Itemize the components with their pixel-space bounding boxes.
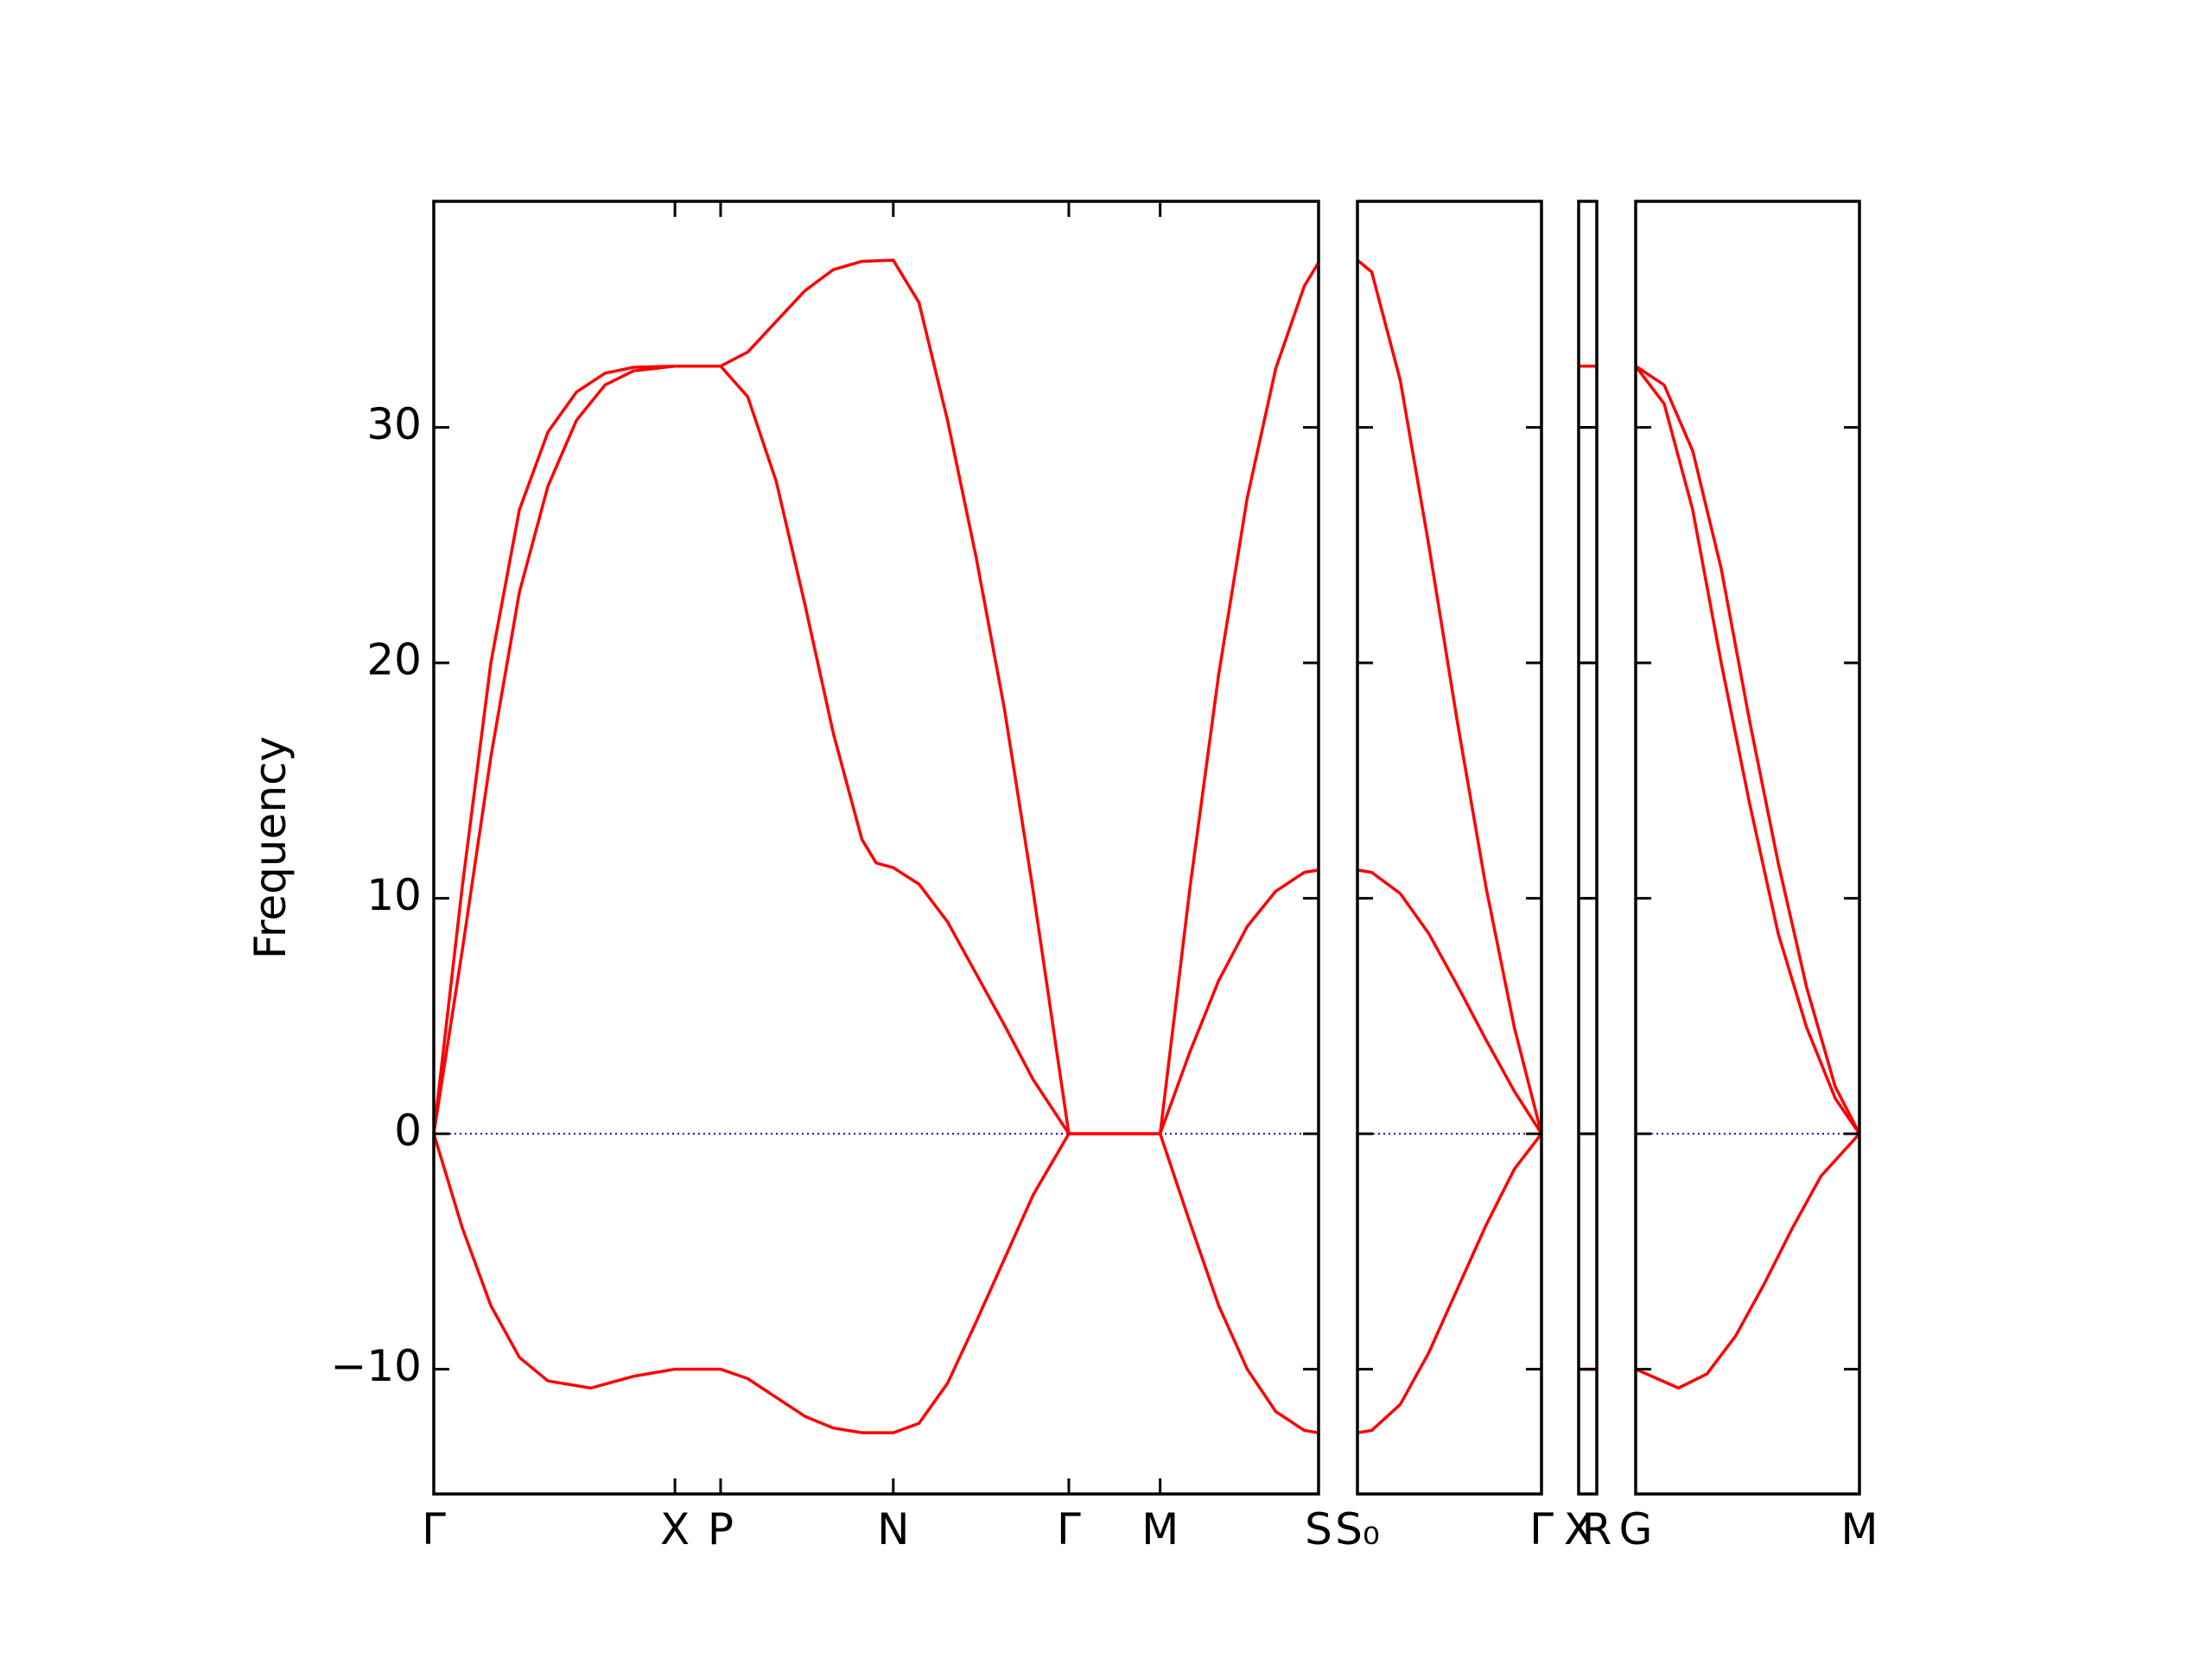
x-tick-label: R bbox=[1582, 1504, 1612, 1554]
y-tick-label: −10 bbox=[330, 1341, 422, 1391]
x-tick-label: Γ bbox=[1529, 1504, 1554, 1554]
band-line bbox=[432, 1132, 1319, 1434]
band-line bbox=[1635, 1132, 1861, 1390]
y-axis-label: Frequency bbox=[245, 736, 296, 959]
band-line bbox=[432, 364, 1319, 1135]
panel-frame bbox=[432, 200, 1320, 1496]
y-tick-label: 20 bbox=[366, 635, 422, 685]
band-line bbox=[432, 258, 1320, 1135]
x-tick-label: P bbox=[708, 1504, 734, 1554]
x-tick-label: G bbox=[1619, 1504, 1653, 1554]
x-tick-label: X bbox=[1564, 1504, 1593, 1554]
panel-frame bbox=[1577, 200, 1599, 1496]
band-line bbox=[1357, 1133, 1543, 1434]
y-tick-label: 0 bbox=[394, 1106, 422, 1156]
band-line bbox=[1356, 258, 1543, 1135]
panel-frame bbox=[1356, 200, 1543, 1496]
x-tick-label: M bbox=[1840, 1504, 1878, 1554]
x-tick-label: X bbox=[660, 1504, 690, 1554]
band-line bbox=[1634, 365, 1861, 1135]
x-tick-label: Γ bbox=[422, 1504, 446, 1554]
x-tick-label: N bbox=[877, 1504, 909, 1554]
y-tick-label: 10 bbox=[366, 870, 422, 920]
band-line bbox=[1357, 868, 1543, 1135]
panel-frame bbox=[1634, 200, 1861, 1496]
x-tick-label: M bbox=[1141, 1504, 1179, 1554]
x-tick-label: Γ bbox=[1057, 1504, 1081, 1554]
x-tick-label: S bbox=[1305, 1504, 1332, 1554]
y-tick-label: 30 bbox=[366, 399, 422, 449]
band-line bbox=[1635, 365, 1861, 1135]
x-tick-label: S₀ bbox=[1335, 1504, 1380, 1554]
